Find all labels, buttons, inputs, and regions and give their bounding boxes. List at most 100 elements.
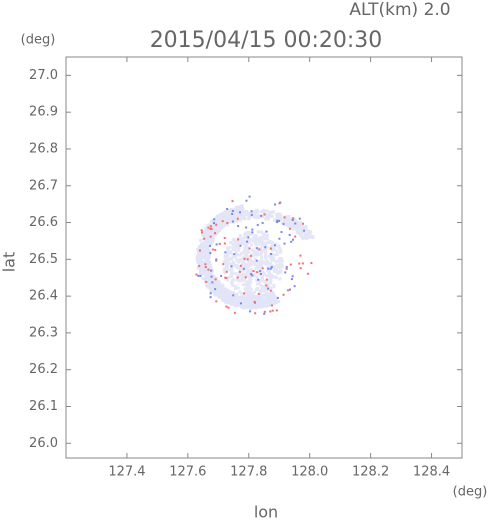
echo-pixel — [232, 295, 236, 299]
echo-pixel — [292, 217, 295, 220]
echo-pixel — [241, 300, 245, 304]
y-tick-label: 26.7 — [29, 178, 58, 193]
echo-pixel — [219, 295, 223, 299]
echo-pixel — [294, 220, 298, 224]
echo-pixel — [250, 295, 254, 299]
echo-pixel — [256, 223, 259, 226]
echo-pixel — [223, 242, 226, 245]
echo-pixel — [205, 280, 208, 283]
echo-pixel — [242, 278, 246, 282]
echo-pixel — [270, 290, 274, 294]
echo-pixel — [226, 222, 229, 225]
echo-pixel — [259, 278, 263, 282]
echo-pixel — [248, 290, 252, 294]
echo-pixel — [214, 232, 217, 235]
echo-pixel — [273, 244, 276, 247]
echo-pixel — [225, 251, 229, 255]
echo-pixel — [222, 219, 226, 223]
echo-pixel — [234, 272, 238, 276]
echo-pixel — [303, 229, 306, 232]
echo-pixel — [217, 214, 221, 218]
echo-pixel — [211, 237, 215, 241]
echo-pixel — [268, 240, 272, 244]
echo-pixel — [204, 227, 208, 231]
echo-pixel — [230, 218, 234, 222]
echo-pixel — [209, 251, 212, 254]
echo-pixel — [244, 213, 248, 217]
echo-pixel — [252, 270, 255, 273]
echo-pixel — [305, 235, 309, 239]
echo-pixel — [237, 217, 241, 221]
echo-pixel — [251, 292, 255, 296]
x-tick-label: 127.6 — [169, 465, 206, 480]
echo-pixel — [226, 247, 230, 251]
echo-pixel — [266, 274, 270, 278]
echo-pixel — [204, 234, 208, 238]
echo-pixel — [230, 219, 234, 223]
echo-pixel — [290, 221, 294, 225]
echo-pixel — [282, 293, 285, 296]
echo-pixel — [213, 229, 217, 233]
echo-pixel — [219, 287, 223, 291]
echo-pixel — [250, 273, 253, 276]
echo-pixel — [302, 230, 306, 234]
echo-pixel — [271, 292, 275, 296]
echo-pixel — [201, 246, 205, 250]
echo-pixel — [228, 209, 232, 213]
echo-pixel — [254, 240, 258, 244]
echo-pixel — [197, 244, 201, 248]
echo-pixel — [217, 284, 221, 288]
echo-pixel — [278, 213, 282, 217]
echo-pixel — [223, 266, 227, 270]
echo-pixel — [247, 215, 251, 219]
echo-pixel — [302, 236, 306, 240]
echo-pixel — [216, 279, 220, 283]
echo-pixel — [310, 262, 313, 265]
echo-pixel — [279, 214, 283, 218]
echo-pixel — [265, 304, 269, 308]
echo-pixel — [225, 301, 229, 305]
echo-pixel — [231, 210, 234, 213]
echo-pixel — [267, 213, 271, 217]
echo-pixel — [237, 265, 241, 269]
plot-frame — [65, 56, 463, 459]
echo-pixel — [278, 265, 282, 269]
echo-pixel — [267, 272, 271, 276]
echo-pixel — [278, 248, 282, 252]
echo-pixel — [307, 229, 311, 233]
echo-pixel — [198, 249, 201, 252]
echo-pixel — [266, 284, 270, 288]
echo-pixel — [277, 299, 281, 303]
echo-pixel — [294, 225, 298, 229]
echo-pixel — [216, 282, 220, 286]
echo-pixel — [270, 244, 274, 248]
echo-pixel — [242, 267, 245, 270]
echo-pixel — [225, 305, 228, 308]
echo-pixel — [268, 299, 272, 303]
echo-pixel — [236, 248, 240, 252]
y-tick-label: 27.0 — [29, 68, 58, 83]
echo-pixel — [211, 281, 214, 284]
echo-pixel — [198, 251, 202, 255]
echo-pixel — [223, 237, 226, 240]
echo-pixel — [272, 302, 276, 306]
echo-pixel — [257, 297, 261, 301]
echo-pixel — [206, 237, 210, 241]
echo-pixel — [300, 223, 304, 227]
echo-pixel — [291, 227, 295, 231]
echo-pixel — [278, 260, 282, 264]
echo-pixel — [268, 296, 272, 300]
echo-pixel — [233, 253, 236, 256]
echo-pixel — [241, 208, 245, 212]
echo-pixel — [275, 213, 279, 217]
echo-pixel — [254, 306, 258, 310]
echo-pixel — [235, 219, 239, 223]
radar-echo — [195, 195, 315, 315]
echo-pixel — [207, 232, 211, 236]
echo-pixel — [256, 213, 260, 217]
echo-pixel — [247, 236, 250, 239]
echo-pixel — [199, 244, 203, 248]
echo-pixel — [273, 268, 277, 272]
echo-pixel — [249, 260, 253, 264]
echo-pixel — [290, 224, 294, 228]
